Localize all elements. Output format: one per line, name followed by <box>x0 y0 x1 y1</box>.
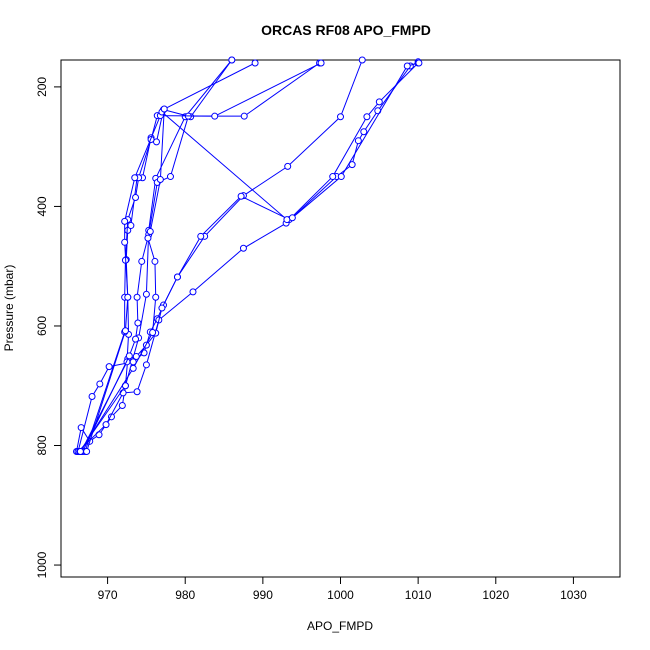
data-point <box>83 447 91 455</box>
x-axis: 970 980 990 1000 1010 1020 1030 <box>98 577 587 602</box>
data-point <box>237 192 245 200</box>
data-point <box>284 162 292 170</box>
data-point <box>240 112 248 120</box>
data-point <box>288 214 296 222</box>
data-point <box>360 128 368 136</box>
data-point <box>228 56 236 64</box>
data-point <box>121 217 129 225</box>
data-point <box>125 352 133 360</box>
data-point <box>132 335 140 343</box>
series-line <box>76 59 233 452</box>
data-point <box>118 401 126 409</box>
data-point <box>96 380 104 388</box>
series-line <box>77 61 419 452</box>
data-point <box>197 232 205 240</box>
data-point <box>239 244 247 252</box>
data-point <box>211 112 219 120</box>
chart-title: ORCAS RF08 APO_FMPD <box>261 22 431 38</box>
data-point <box>142 361 150 369</box>
data-point <box>403 62 411 70</box>
data-point <box>151 257 159 265</box>
data-point <box>348 161 356 169</box>
y-tick-label: 800 <box>35 435 49 455</box>
data-point <box>337 113 344 121</box>
data-point <box>132 193 140 201</box>
data-point <box>415 59 423 67</box>
data-point <box>105 363 113 371</box>
data-point <box>149 329 157 337</box>
data-point <box>88 392 96 400</box>
plot-frame <box>60 59 621 578</box>
y-axis: 200 400 600 800 1000 <box>35 77 61 578</box>
x-tick-label: 1020 <box>482 588 509 602</box>
data-point <box>173 273 181 281</box>
series-layer <box>73 56 423 455</box>
data-point <box>160 105 168 113</box>
y-tick-label: 600 <box>35 316 49 336</box>
data-point <box>251 59 259 67</box>
data-point <box>317 59 325 67</box>
y-axis-label: Pressure (mbar) <box>2 265 16 352</box>
data-point <box>337 173 345 181</box>
data-point <box>121 327 129 335</box>
data-point <box>375 98 383 106</box>
x-tick-label: 1030 <box>560 588 587 602</box>
data-point <box>129 364 137 372</box>
x-tick-label: 1010 <box>405 588 432 602</box>
data-point <box>131 174 139 182</box>
data-point <box>102 421 110 429</box>
data-point <box>189 288 197 296</box>
data-point <box>134 319 142 327</box>
data-point <box>146 228 154 236</box>
data-point <box>166 173 174 181</box>
data-point <box>121 238 129 246</box>
y-tick-label: 1000 <box>35 551 49 578</box>
data-point <box>354 137 362 145</box>
data-point <box>156 176 164 184</box>
data-point <box>158 304 166 312</box>
data-point <box>374 107 382 115</box>
x-tick-label: 980 <box>175 588 195 602</box>
data-point <box>142 290 150 298</box>
data-point <box>124 293 132 301</box>
x-axis-label: APO_FMPD <box>307 619 373 633</box>
x-tick-label: 990 <box>253 588 273 602</box>
x-tick-label: 1000 <box>327 588 354 602</box>
data-point <box>133 293 141 301</box>
series-9 <box>76 59 259 455</box>
y-tick-label: 400 <box>35 196 49 216</box>
data-point <box>76 447 84 455</box>
series-8 <box>83 59 423 455</box>
data-point <box>133 388 141 396</box>
x-tick-label: 970 <box>98 588 118 602</box>
data-point <box>138 257 146 265</box>
data-point <box>144 234 152 242</box>
data-point <box>127 222 135 230</box>
data-point <box>329 173 337 181</box>
series-line <box>79 62 256 452</box>
series-line <box>82 62 320 452</box>
data-point <box>152 293 160 301</box>
y-tick-label: 200 <box>35 77 49 97</box>
series-line <box>79 62 419 452</box>
data-point <box>358 56 366 64</box>
data-point <box>363 113 371 121</box>
